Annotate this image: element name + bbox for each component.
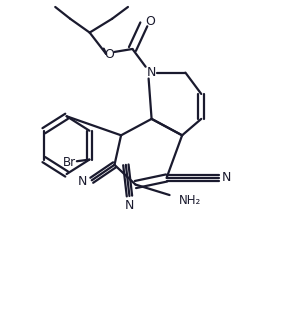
Text: N: N: [125, 199, 134, 212]
Text: NH₂: NH₂: [178, 194, 201, 208]
Text: N: N: [222, 171, 231, 184]
Text: N: N: [78, 175, 88, 188]
Text: Br: Br: [63, 156, 76, 169]
Text: O: O: [104, 48, 114, 61]
Text: N: N: [146, 66, 156, 79]
Text: O: O: [146, 15, 155, 27]
